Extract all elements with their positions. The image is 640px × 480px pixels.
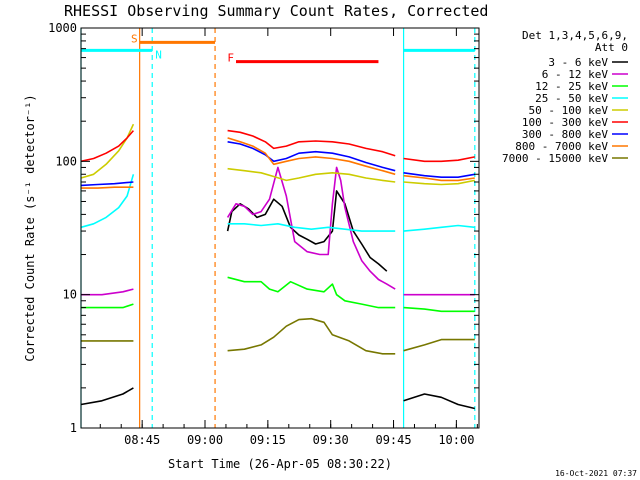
x-axis-label: Start Time (26-Apr-05 08:30:22) — [168, 457, 392, 471]
series-line-3-1 — [227, 223, 396, 232]
x-axis: 08:45 09:00 09:15 09:30 09:45 10:00 — [99, 28, 478, 447]
y-tick-label: 100 — [55, 154, 77, 168]
legend-label: 50 - 100 keV — [529, 104, 609, 117]
series-line-6-2 — [403, 172, 475, 178]
series-line-6-0 — [80, 181, 134, 187]
y-tick-label: 1 — [70, 421, 77, 435]
legend-label: 6 - 12 keV — [542, 68, 609, 81]
series-line-4-1 — [227, 167, 396, 183]
series-line-8-2 — [403, 338, 475, 352]
x-tick-label: 09:15 — [250, 433, 286, 447]
legend-label: 3 - 6 keV — [548, 56, 608, 69]
series-line-2-2 — [403, 306, 475, 313]
series-line-1-1 — [226, 166, 396, 290]
legend-title-line: Det 1,3,4,5,6,9, — [522, 29, 628, 42]
series-line-3-0 — [80, 174, 135, 229]
flag-label-s: S — [131, 32, 138, 45]
x-tick-label: 09:00 — [187, 433, 223, 447]
y-tick-label: 10 — [63, 288, 77, 302]
series-line-0-1 — [226, 190, 388, 272]
series-line-7-2 — [403, 174, 475, 182]
x-tick-label: 09:45 — [375, 433, 411, 447]
series-line-5-1 — [227, 129, 396, 157]
legend-label: 800 - 7000 keV — [515, 140, 608, 153]
series-line-2-0 — [81, 303, 134, 309]
plot-frame — [80, 27, 480, 429]
x-tick-label: 08:45 — [124, 433, 160, 447]
series-line-4-0 — [80, 123, 135, 179]
legend-label: 100 - 300 keV — [522, 116, 608, 129]
y-axis: 1 10 100 1000 — [48, 21, 479, 435]
series-line-0-2 — [403, 393, 475, 410]
series-line-5-0 — [80, 130, 135, 163]
timestamp: 16-Oct-2021 07:37 — [555, 469, 637, 478]
legend-label: 300 - 800 keV — [522, 128, 608, 141]
series-line-6-1 — [227, 141, 396, 172]
series-line-8-1 — [227, 317, 396, 355]
chart-title: RHESSI Observing Summary Count Rates, Co… — [64, 2, 488, 20]
series-line-3-2 — [403, 224, 475, 232]
series-line-0-0 — [80, 387, 134, 406]
legend-title-line: Att 0 — [595, 41, 628, 54]
series-line-4-2 — [403, 179, 475, 186]
x-tick-label: 09:30 — [313, 433, 349, 447]
series-line-7-1 — [227, 137, 396, 176]
y-axis-label: Corrected Count Rate (s⁻¹ detector⁻¹) — [23, 94, 37, 361]
flag-label-n: N — [155, 48, 162, 61]
series-line-5-2 — [403, 156, 475, 163]
y-tick-label: 1000 — [48, 21, 77, 35]
legend-label: 25 - 50 keV — [535, 92, 608, 105]
flag-label-f: F — [227, 52, 234, 65]
x-tick-label: 10:00 — [438, 433, 474, 447]
series-line-1-0 — [81, 288, 134, 296]
series-line-2-1 — [227, 276, 396, 309]
legend-label: 7000 - 15000 keV — [502, 152, 608, 165]
legend-label: 12 - 25 keV — [535, 80, 608, 93]
plot-area: S N F — [80, 28, 476, 428]
series-line-7-0 — [81, 186, 134, 189]
